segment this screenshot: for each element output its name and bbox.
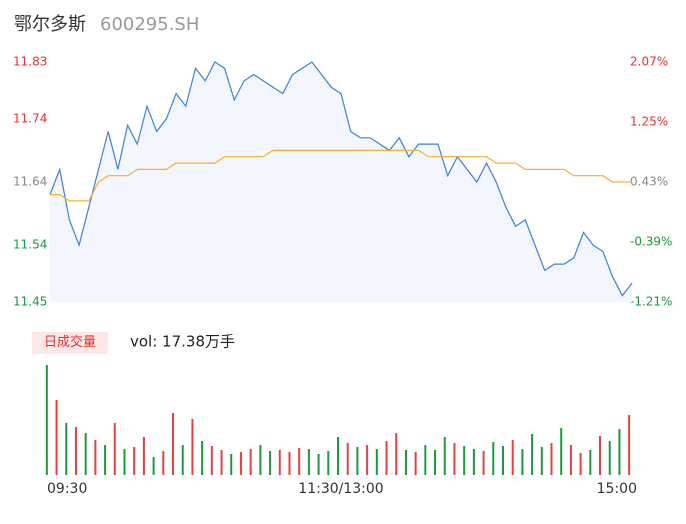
y-tick-label: 11.45 xyxy=(13,295,47,309)
line-average xyxy=(50,149,632,202)
volume-bar xyxy=(501,446,504,475)
volume-bar xyxy=(599,436,602,475)
volume-bar xyxy=(298,448,301,475)
x-tick-label: 15:00 xyxy=(597,481,637,497)
line-price xyxy=(49,61,633,297)
volume-bar xyxy=(366,445,369,475)
volume-bar xyxy=(443,437,446,475)
volume-bar xyxy=(317,454,320,475)
volume-bar xyxy=(424,445,427,475)
volume-bar xyxy=(259,445,262,475)
volume-bar xyxy=(142,437,145,475)
volume-bar xyxy=(453,443,456,475)
y-tick-label: 11.74 xyxy=(13,111,47,125)
volume-bar xyxy=(531,434,534,475)
chart-subtitle: 600295.SH xyxy=(100,14,199,35)
volume-bar xyxy=(472,449,475,475)
volume-bar xyxy=(113,423,116,475)
y-tick-label: 11.64 xyxy=(13,175,47,189)
volume-bar xyxy=(540,447,543,475)
volume-bar xyxy=(463,446,466,475)
volume-bar xyxy=(162,451,165,475)
volume-bar xyxy=(249,449,252,475)
volume-bar xyxy=(210,446,213,475)
volume-bar xyxy=(288,452,291,475)
volume-bar xyxy=(133,447,136,475)
volume-bar xyxy=(123,449,126,475)
volume-button[interactable]: 日成交量 xyxy=(32,332,108,354)
volume-bar xyxy=(492,442,495,475)
volume-bar xyxy=(511,440,514,475)
y2-tick-label: 2.07% xyxy=(630,55,668,69)
volume-bar xyxy=(65,423,68,475)
volume-bar xyxy=(560,428,563,475)
x-tick-label: 09:30 xyxy=(47,481,87,497)
volume-bar xyxy=(346,443,349,475)
volume-bar xyxy=(618,429,621,475)
volume-bar xyxy=(45,365,48,475)
volume-bar xyxy=(191,419,194,475)
volume-bar xyxy=(152,457,155,475)
volume-bar xyxy=(181,445,184,475)
volume-label: vol: 17.38万手 xyxy=(130,333,235,351)
x-tick-label: 11:30/13:00 xyxy=(298,481,383,497)
volume-bar xyxy=(579,453,582,475)
volume-bar xyxy=(521,449,524,475)
volume-bar xyxy=(278,450,281,475)
volume-bar xyxy=(434,450,437,475)
volume-bar xyxy=(104,445,107,475)
volume-bar xyxy=(395,433,398,475)
volume-bar xyxy=(414,452,417,475)
volume-bar xyxy=(628,415,631,475)
volume-bar xyxy=(307,449,310,475)
y-tick-label: 11.83 xyxy=(13,55,47,69)
volume-bar xyxy=(94,440,97,475)
volume-bar xyxy=(385,441,388,475)
volume-bar xyxy=(404,450,407,475)
volume-bar xyxy=(356,447,359,475)
volume-bar xyxy=(84,433,87,475)
volume-bar xyxy=(482,451,485,475)
chart-title: 鄂尔多斯 xyxy=(14,14,86,35)
y-tick-label: 11.54 xyxy=(13,238,47,252)
volume-bar xyxy=(550,443,553,475)
volume-bar xyxy=(375,449,378,475)
volume-bar xyxy=(269,451,272,475)
y2-tick-label: -0.39% xyxy=(630,235,672,249)
volume-bar xyxy=(201,441,204,475)
y2-tick-label: 0.43% xyxy=(630,175,668,189)
volume-bar xyxy=(327,451,330,475)
volume-bar xyxy=(239,452,242,475)
y2-tick-label: 1.25% xyxy=(630,115,668,129)
volume-bar xyxy=(608,441,611,475)
price-area xyxy=(50,62,632,302)
volume-bar xyxy=(230,454,233,475)
volume-bar xyxy=(337,437,339,475)
volume-bar xyxy=(172,413,175,475)
volume-bar xyxy=(589,450,592,475)
volume-bar xyxy=(55,400,58,475)
volume-bar xyxy=(74,427,77,475)
volume-bar xyxy=(569,445,572,475)
y2-tick-label: -1.21% xyxy=(630,295,672,309)
volume-bar xyxy=(220,450,223,475)
